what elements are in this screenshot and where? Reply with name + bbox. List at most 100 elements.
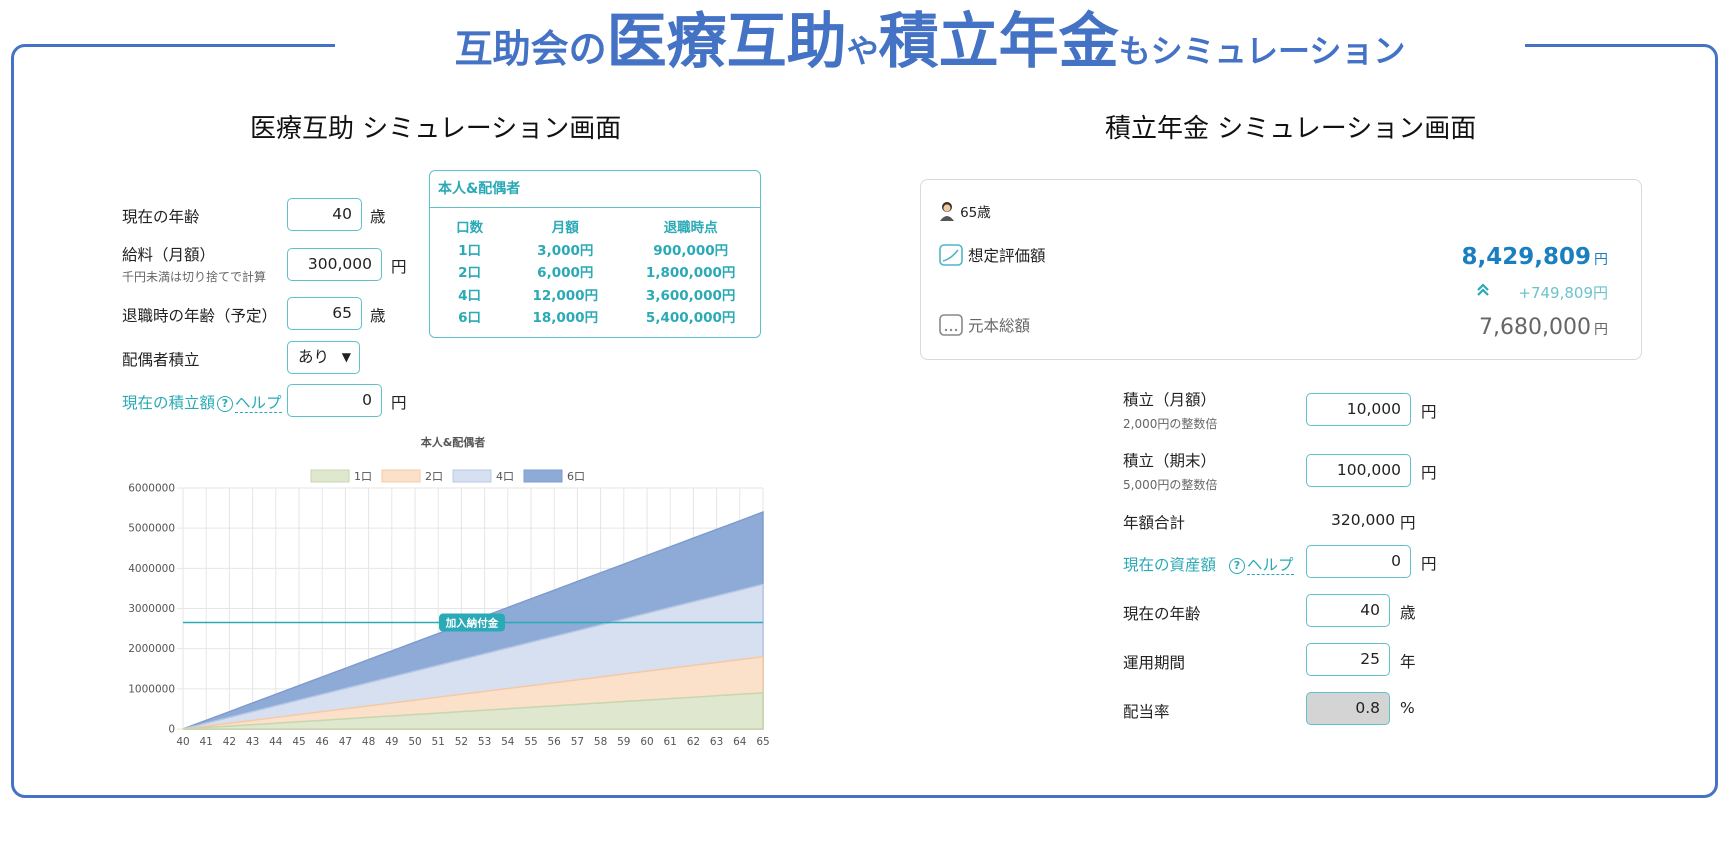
avatar: 65歳 [939,200,991,222]
target-age: 65歳 [960,205,991,221]
y-tick-label: 3000000 [128,603,175,615]
current-savings-input[interactable]: 0 [287,384,382,417]
salary-label: 給料（月額） [122,246,216,264]
legend-swatch [381,469,421,483]
table-row: 4口 12,000円 3,600,000円 [458,287,736,304]
series-area-1口 [182,692,764,730]
result-card: 65歳 想定評価額 8,429,809 円 +749,809円 元本総額 7,68… [920,179,1642,360]
spouse-select[interactable]: あり ▼ [287,341,360,374]
eval-value: 8,429,809 円 [1461,244,1609,270]
legend-label: 6口 [567,470,585,483]
x-tick-label: 44 [269,736,283,748]
help-icon: ? [1229,558,1245,574]
x-tick-label: 50 [408,736,421,748]
monthly-note: 2,000円の整数倍 [1123,417,1218,431]
table-title: 本人&配偶者 [430,171,760,208]
medical-title: 医療互助 シミュレーション画面 [250,114,622,144]
chart-icon [939,244,963,266]
person-icon [940,202,954,221]
asset-unit: 円 [1421,555,1437,573]
y-tick-label: 4000000 [128,563,175,575]
monthly-input[interactable]: 10,000 [1306,393,1411,426]
legend-swatch [523,469,563,483]
x-tick-label: 63 [710,736,723,748]
x-tick-label: 58 [594,736,607,748]
table-header: 退職時点 [663,220,718,237]
pension-age-label: 現在の年齢 [1123,605,1201,623]
threshold-badge [439,613,505,632]
pension-age-input[interactable]: 40 [1306,594,1390,627]
x-tick-label: 61 [664,736,677,748]
x-tick-label: 56 [548,736,562,748]
help-link[interactable]: ? ヘルプ [1225,553,1294,575]
x-tick-label: 62 [687,736,700,748]
legend-label: 1口 [354,470,372,483]
x-tick-label: 60 [640,736,653,748]
page-banner: 互助会の医療互助や積立年金もシミュレーション [454,7,1406,77]
help-link[interactable]: ? ヘルプ [213,391,282,413]
area-chart: 本人&配偶者 0 1000000 2000000 3000000 4000000 50000… [128,435,769,748]
x-tick-label: 57 [571,736,584,748]
x-tick-label: 55 [524,736,537,748]
gain-value: +749,809円 [1518,284,1608,302]
current-savings-label: 現在の積立額 [122,394,216,412]
annual-unit: 円 [1400,514,1416,532]
dividend-label: 配当率 [1123,703,1170,721]
term-label: 積立（期末） [1123,452,1217,470]
dividend-unit: % [1400,699,1415,717]
current-savings-unit: 円 [391,394,407,412]
x-tick-label: 53 [478,736,491,748]
principal-label: 元本総額 [967,317,1030,335]
retire-age-input[interactable]: 65 [287,297,362,330]
y-tick-label: 0 [168,724,175,736]
monthly-unit: 円 [1421,403,1437,421]
x-tick-label: 52 [455,736,468,748]
term-note: 5,000円の整数倍 [1123,478,1218,492]
dividend-input: 0.8 [1306,692,1390,725]
y-tick-label: 2000000 [128,643,175,655]
term-unit: 円 [1421,464,1437,482]
chart-title: 本人&配偶者 [421,435,486,449]
x-tick-label: 64 [733,736,747,748]
legend-label: 4口 [496,470,514,483]
y-tick-label: 5000000 [128,523,175,535]
age-label: 現在の年齢 [122,208,200,226]
asset-input[interactable]: 0 [1306,545,1411,578]
help-icon: ? [217,396,233,412]
spouse-label: 配偶者積立 [122,351,200,369]
period-unit: 年 [1400,653,1416,671]
age-input[interactable]: 40 [287,198,362,231]
retire-age-unit: 歳 [370,307,386,325]
double-chevron-up-icon [1476,282,1490,301]
term-input[interactable]: 100,000 [1306,454,1411,487]
x-tick-label: 49 [385,736,398,748]
dots-icon [939,314,963,336]
x-tick-label: 65 [756,736,769,748]
pension-age-unit: 歳 [1400,604,1416,622]
x-tick-label: 51 [432,736,445,748]
period-input[interactable]: 25 [1306,643,1390,676]
table-row: 1口 3,000円 900,000円 [458,242,729,259]
salary-note: 千円未満は切り捨てで計算 [122,270,267,284]
age-unit: 歳 [370,208,386,226]
x-tick-label: 48 [362,736,375,748]
chevron-down-icon: ▼ [341,350,351,364]
contribution-table: 本人&配偶者 口数 月額 退職時点 1口 3,000円 900,000円 2口 6,0… [429,170,761,338]
x-tick-label: 47 [339,736,352,748]
legend-swatch [452,469,492,483]
retire-age-label: 退職時の年齢（予定） [122,307,278,325]
y-tick-label: 6000000 [128,483,175,495]
period-label: 運用期間 [1123,654,1186,672]
x-tick-label: 59 [617,736,630,748]
legend-swatch [310,469,350,483]
pension-title: 積立年金 シミュレーション画面 [1105,114,1477,144]
x-tick-label: 43 [246,736,259,748]
annual-value: 320,000 [1331,511,1396,529]
asset-label: 現在の資産額 [1123,556,1217,574]
eval-label: 想定評価額 [967,247,1046,265]
table-row: 6口 18,000円 5,400,000円 [458,310,736,327]
salary-input[interactable]: 300,000 [287,248,382,281]
y-tick-label: 1000000 [128,683,175,695]
table-header: 月額 [551,220,579,237]
legend-label: 2口 [425,470,443,483]
